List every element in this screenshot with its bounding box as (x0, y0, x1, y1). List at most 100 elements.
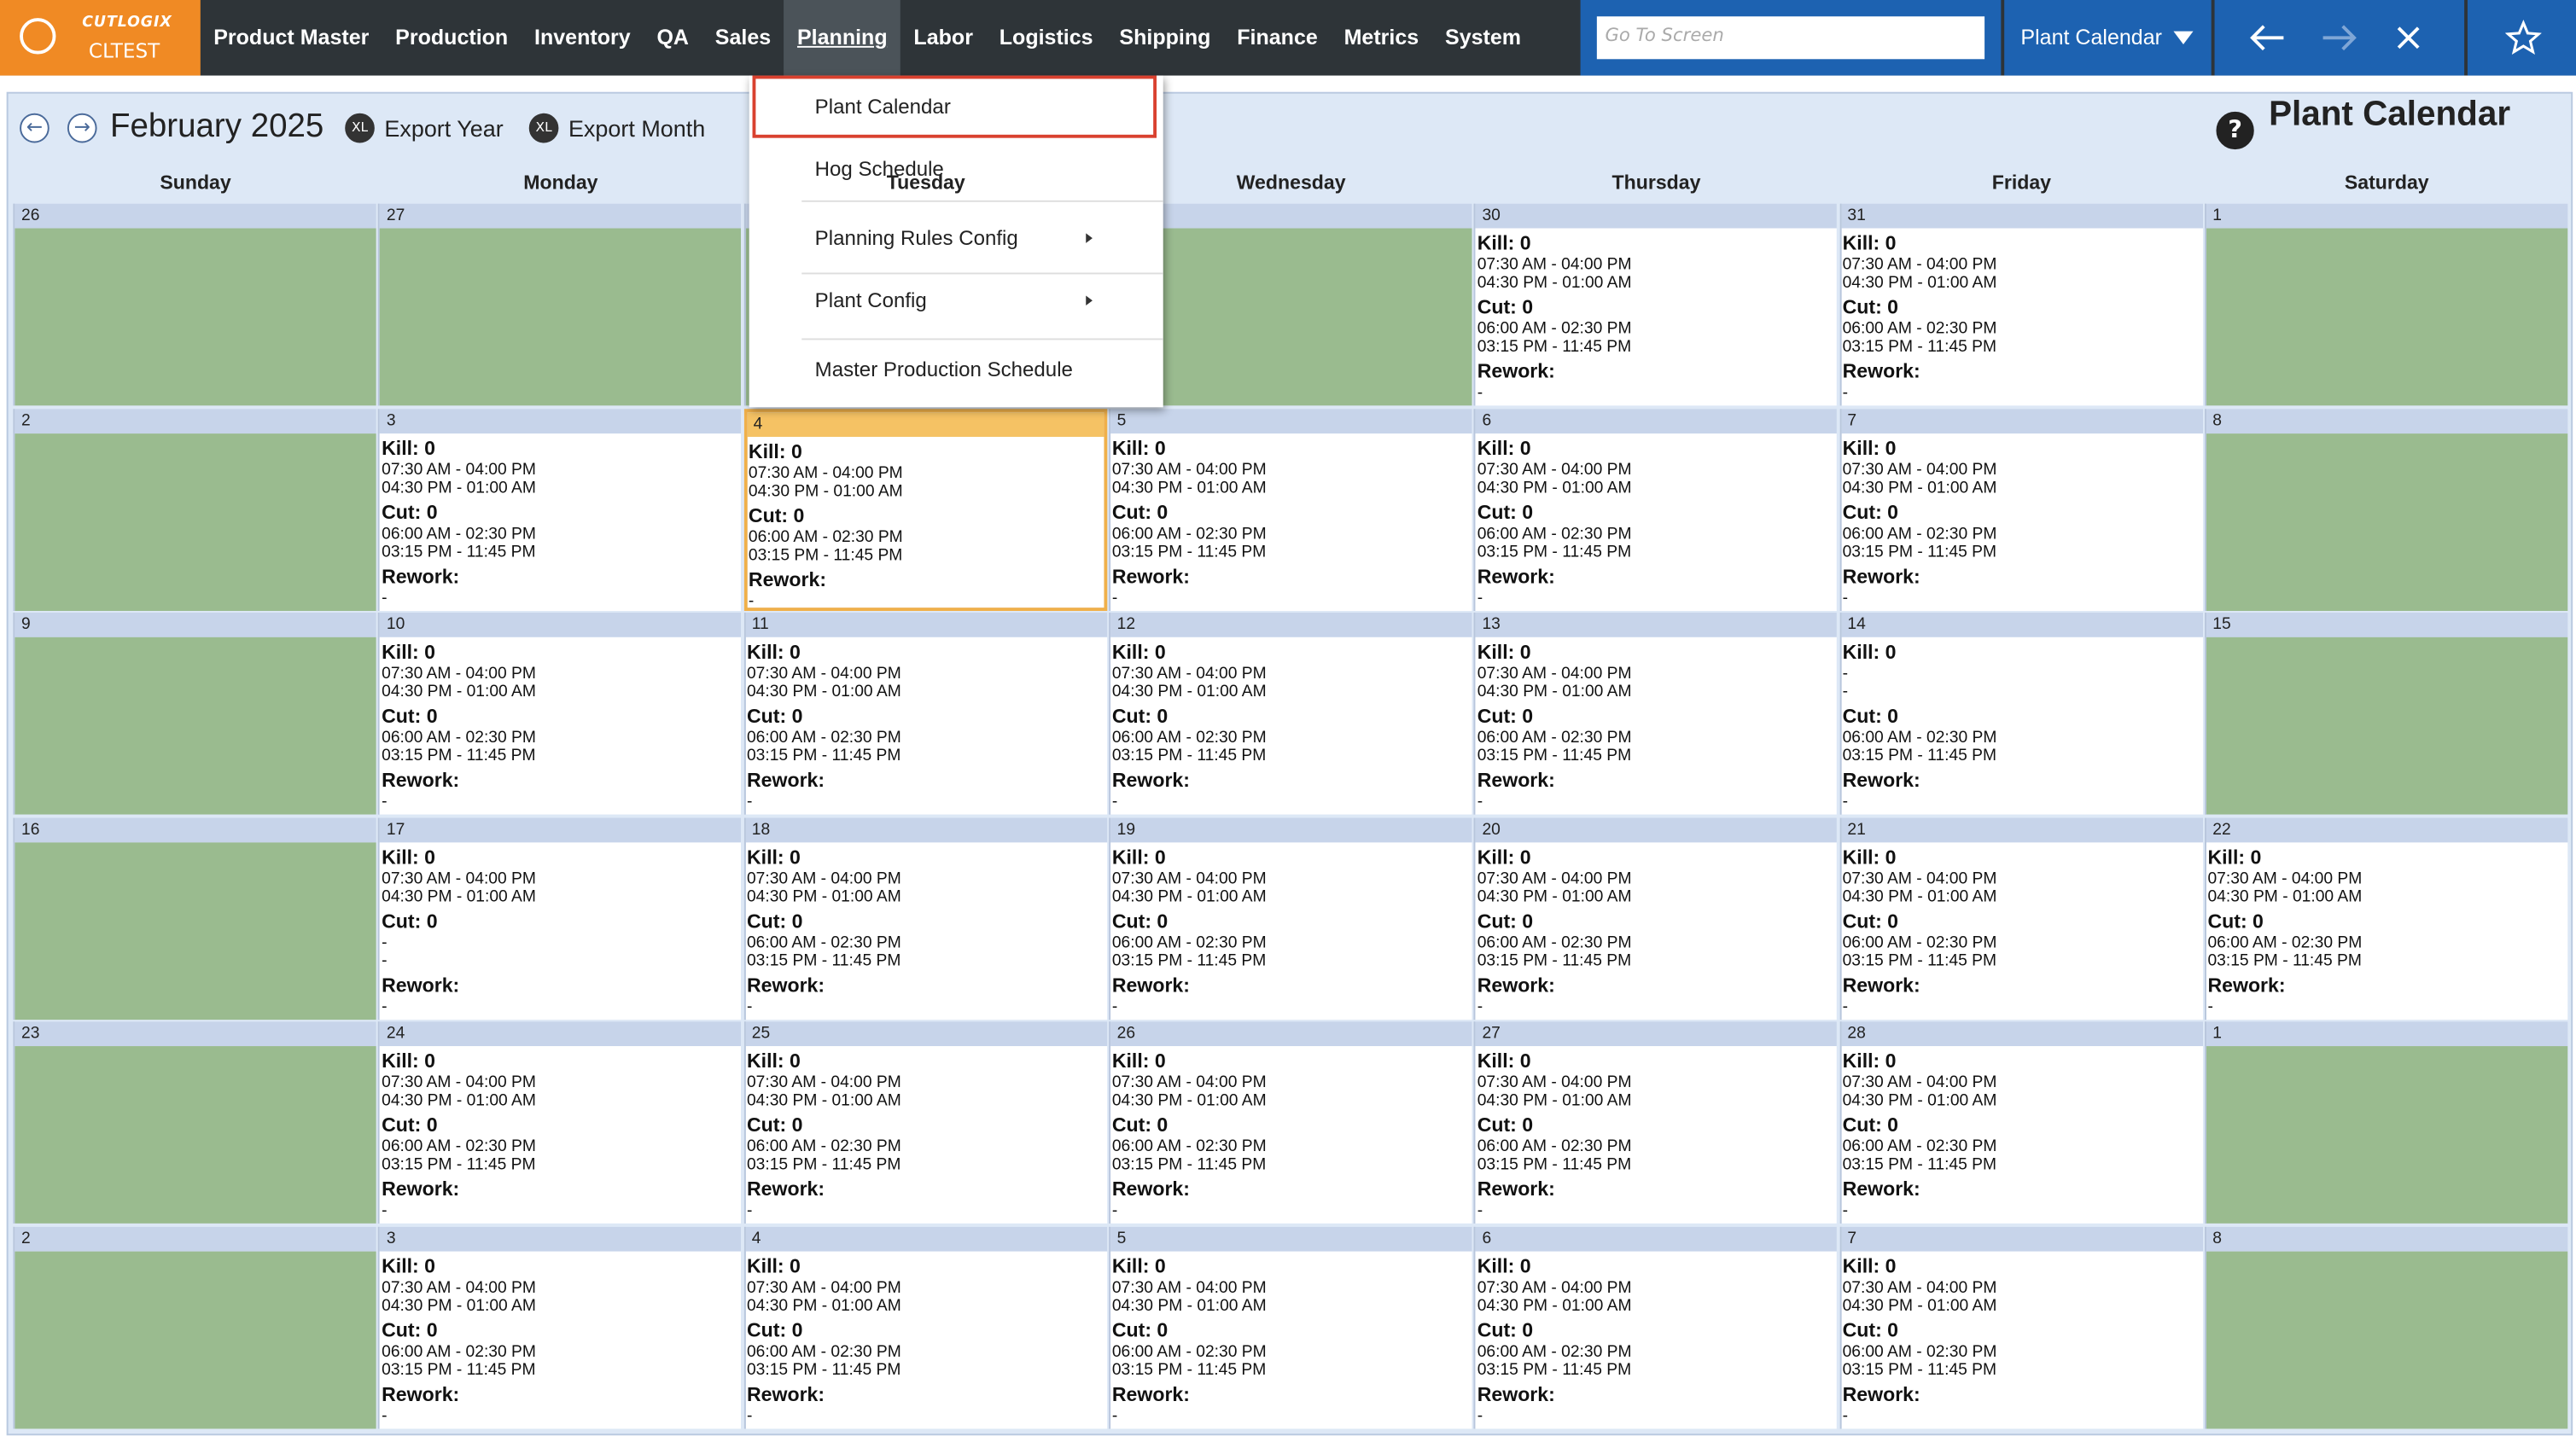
prev-month[interactable]: ← (20, 113, 50, 143)
weekday-header: Wednesday (1109, 171, 1473, 194)
day-number: 7 (1841, 1227, 2202, 1252)
day-cell[interactable]: 19Kill: 007:30 AM - 04:00 PM04:30 PM - 0… (1109, 817, 1472, 1020)
day-cell[interactable]: 23 (13, 1022, 376, 1224)
logo[interactable]: CUTLOGIXCLTEST (0, 0, 201, 76)
nav-item[interactable]: Labor (900, 0, 986, 76)
nav-item[interactable]: System (1432, 0, 1535, 76)
shift-time: 06:00 AM - 02:30 PM (382, 1139, 742, 1157)
cut-label: Cut: 0 (747, 705, 1107, 730)
shift-time: 03:15 PM - 11:45 PM (1112, 952, 1472, 970)
shift-time: 06:00 AM - 02:30 PM (747, 1343, 1107, 1361)
shift-time: 07:30 AM - 04:00 PM (1843, 1279, 2203, 1297)
day-cell[interactable]: 6Kill: 007:30 AM - 04:00 PM04:30 PM - 01… (1474, 1227, 1837, 1429)
day-cell[interactable]: 30Kill: 007:30 AM - 04:00 PM04:30 PM - 0… (1474, 204, 1837, 406)
nav-item[interactable]: QA (644, 0, 702, 76)
nav-item[interactable]: Inventory (522, 0, 644, 76)
kill-label: Kill: 0 (1843, 1050, 2203, 1075)
rework-label: Rework: (1112, 769, 1472, 794)
day-cell[interactable]: 12Kill: 007:30 AM - 04:00 PM04:30 PM - 0… (1109, 613, 1472, 815)
search-input[interactable]: Go To Screen (1597, 16, 1984, 59)
day-cell[interactable]: 1 (2205, 204, 2567, 406)
day-cell[interactable]: 24Kill: 007:30 AM - 04:00 PM04:30 PM - 0… (378, 1022, 741, 1224)
next-month[interactable]: → (67, 113, 97, 143)
day-cell[interactable]: 3Kill: 007:30 AM - 04:00 PM04:30 PM - 01… (378, 408, 741, 610)
nav-item[interactable]: Planning (784, 0, 900, 76)
day-cell[interactable]: 26 (13, 204, 376, 406)
shift-time: 04:30 PM - 01:00 AM (1477, 888, 1838, 906)
day-cell[interactable]: 29 (1109, 204, 1472, 406)
day-cell[interactable]: 20Kill: 007:30 AM - 04:00 PM04:30 PM - 0… (1474, 817, 1837, 1020)
day-cell[interactable]: 3Kill: 007:30 AM - 04:00 PM04:30 PM - 01… (378, 1227, 741, 1429)
nav-item[interactable]: Sales (702, 0, 784, 76)
day-cell[interactable]: 13Kill: 007:30 AM - 04:00 PM04:30 PM - 0… (1474, 613, 1837, 815)
day-cell[interactable]: 1 (2205, 1022, 2567, 1224)
rework-label: Rework: (747, 1383, 1107, 1408)
day-cell[interactable]: 27 (378, 204, 741, 406)
day-body: Kill: 007:30 AM - 04:00 PM04:30 PM - 01:… (1110, 1047, 1472, 1224)
nav-item[interactable]: Finance (1224, 0, 1331, 76)
day-cell[interactable]: 16 (13, 817, 376, 1020)
menu-separator (801, 201, 1163, 202)
menu-item[interactable]: Planning Rules Config (815, 227, 1018, 250)
day-cell[interactable]: 21Kill: 007:30 AM - 04:00 PM04:30 PM - 0… (1839, 817, 2202, 1020)
day-cell[interactable]: 4Kill: 007:30 AM - 04:00 PM04:30 PM - 01… (743, 1227, 1106, 1429)
day-cell[interactable]: 10Kill: 007:30 AM - 04:00 PM04:30 PM - 0… (378, 613, 741, 815)
shift-time: 07:30 AM - 04:00 PM (749, 464, 1104, 482)
nav-item[interactable]: Shipping (1106, 0, 1224, 76)
day-cell[interactable]: 26Kill: 007:30 AM - 04:00 PM04:30 PM - 0… (1109, 1022, 1472, 1224)
day-cell[interactable]: 5Kill: 007:30 AM - 04:00 PM04:30 PM - 01… (1109, 1227, 1472, 1429)
menu-item[interactable]: Plant Calendar (815, 96, 951, 119)
day-cell[interactable]: 2 (13, 1227, 376, 1429)
help-button[interactable]: ? (2216, 112, 2253, 149)
day-cell[interactable]: 8 (2205, 408, 2567, 610)
day-body (2206, 229, 2567, 406)
back-button[interactable] (2247, 23, 2287, 53)
day-cell[interactable]: 5Kill: 007:30 AM - 04:00 PM04:30 PM - 01… (1109, 408, 1472, 610)
day-cell[interactable]: 4Kill: 007:30 AM - 04:00 PM04:30 PM - 01… (743, 408, 1106, 610)
shift-time: - (1112, 1203, 1472, 1221)
day-body: Kill: 007:30 AM - 04:00 PM04:30 PM - 01:… (1841, 842, 2202, 1020)
close-button[interactable] (2395, 25, 2422, 51)
day-cell[interactable]: 28Kill: 007:30 AM - 04:00 PM04:30 PM - 0… (1839, 1022, 2202, 1224)
screen-select[interactable]: Plant Calendar (2020, 0, 2162, 76)
forward-button[interactable] (2320, 23, 2359, 53)
day-cell[interactable]: 7Kill: 007:30 AM - 04:00 PM04:30 PM - 01… (1839, 1227, 2202, 1429)
day-cell[interactable]: 31Kill: 007:30 AM - 04:00 PM04:30 PM - 0… (1839, 204, 2202, 406)
favorite-button[interactable] (2505, 20, 2541, 55)
day-number: 27 (1476, 1022, 1837, 1047)
day-cell[interactable]: 8 (2205, 1227, 2567, 1429)
day-cell[interactable]: 6Kill: 007:30 AM - 04:00 PM04:30 PM - 01… (1474, 408, 1837, 610)
day-cell[interactable]: 11Kill: 007:30 AM - 04:00 PM04:30 PM - 0… (743, 613, 1106, 815)
day-body: Kill: 007:30 AM - 04:00 PM04:30 PM - 01:… (380, 433, 741, 610)
rework-label: Rework: (747, 1178, 1107, 1203)
day-number: 8 (2206, 408, 2567, 433)
cut-label: Cut: 0 (1843, 295, 2203, 320)
shift-time: 06:00 AM - 02:30 PM (1843, 320, 2203, 338)
rework-label: Rework: (747, 974, 1107, 998)
day-cell[interactable]: 27Kill: 007:30 AM - 04:00 PM04:30 PM - 0… (1474, 1022, 1837, 1224)
day-cell[interactable]: 9 (13, 613, 376, 815)
nav-item[interactable]: Production (382, 0, 522, 76)
day-cell[interactable]: 7Kill: 007:30 AM - 04:00 PM04:30 PM - 01… (1839, 408, 2202, 610)
shift-time: 06:00 AM - 02:30 PM (1112, 525, 1472, 543)
day-cell[interactable]: 14Kill: 0--Cut: 006:00 AM - 02:30 PM03:1… (1839, 613, 2202, 815)
shift-time: 07:30 AM - 04:00 PM (382, 870, 742, 888)
shift-time: 06:00 AM - 02:30 PM (747, 1139, 1107, 1157)
menu-item[interactable]: Master Production Schedule (815, 358, 1073, 381)
day-cell[interactable]: 17Kill: 007:30 AM - 04:00 PM04:30 PM - 0… (378, 817, 741, 1020)
shift-time: - (1843, 1408, 2203, 1426)
nav-item[interactable]: Metrics (1331, 0, 1431, 76)
menu-item[interactable]: Plant Config (815, 289, 927, 312)
shift-time: 07:30 AM - 04:00 PM (1843, 870, 2203, 888)
export-month[interactable]: Export Month (568, 115, 705, 142)
cut-label: Cut: 0 (1477, 295, 1838, 320)
day-body: Kill: 0--Cut: 006:00 AM - 02:30 PM03:15 … (1841, 637, 2202, 815)
day-cell[interactable]: 15 (2205, 613, 2567, 815)
day-cell[interactable]: 18Kill: 007:30 AM - 04:00 PM04:30 PM - 0… (743, 817, 1106, 1020)
export-year[interactable]: Export Year (384, 115, 503, 142)
day-cell[interactable]: 2 (13, 408, 376, 610)
day-cell[interactable]: 22Kill: 007:30 AM - 04:00 PM04:30 PM - 0… (2205, 817, 2567, 1020)
nav-item[interactable]: Product Master (201, 0, 382, 76)
nav-item[interactable]: Logistics (986, 0, 1106, 76)
day-cell[interactable]: 25Kill: 007:30 AM - 04:00 PM04:30 PM - 0… (743, 1022, 1106, 1224)
